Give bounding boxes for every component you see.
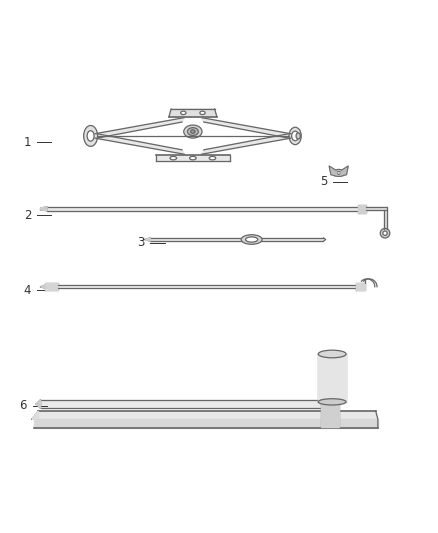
Ellipse shape <box>181 111 186 115</box>
Ellipse shape <box>241 235 262 244</box>
Polygon shape <box>201 118 291 138</box>
Polygon shape <box>36 400 41 408</box>
Polygon shape <box>58 285 356 288</box>
Polygon shape <box>169 109 217 117</box>
Polygon shape <box>358 205 366 213</box>
Polygon shape <box>340 166 348 176</box>
Polygon shape <box>318 354 346 402</box>
Ellipse shape <box>318 399 346 405</box>
Ellipse shape <box>191 130 195 133</box>
Ellipse shape <box>336 172 341 174</box>
Polygon shape <box>95 134 184 154</box>
Text: 2: 2 <box>24 208 31 222</box>
Ellipse shape <box>332 169 345 176</box>
Polygon shape <box>356 284 365 290</box>
Ellipse shape <box>246 237 258 242</box>
Ellipse shape <box>190 156 196 160</box>
Ellipse shape <box>318 350 346 358</box>
Polygon shape <box>201 134 291 154</box>
Polygon shape <box>366 207 387 211</box>
Polygon shape <box>41 285 45 288</box>
Ellipse shape <box>289 127 301 144</box>
Polygon shape <box>95 118 184 138</box>
Ellipse shape <box>184 125 202 138</box>
Text: 5: 5 <box>320 175 327 188</box>
Ellipse shape <box>170 156 177 160</box>
Polygon shape <box>32 411 39 419</box>
Polygon shape <box>329 166 337 176</box>
Ellipse shape <box>84 125 98 147</box>
Polygon shape <box>47 207 358 211</box>
Ellipse shape <box>380 229 390 238</box>
Ellipse shape <box>383 231 387 236</box>
Polygon shape <box>156 155 230 161</box>
Polygon shape <box>41 207 47 211</box>
Polygon shape <box>34 411 378 427</box>
Ellipse shape <box>187 128 198 135</box>
Polygon shape <box>321 400 339 426</box>
Polygon shape <box>45 284 58 290</box>
Ellipse shape <box>209 156 216 160</box>
Text: 6: 6 <box>19 399 27 412</box>
Text: 4: 4 <box>24 284 31 297</box>
Polygon shape <box>145 238 150 241</box>
Ellipse shape <box>200 111 205 115</box>
Ellipse shape <box>87 131 94 141</box>
Ellipse shape <box>296 133 300 139</box>
Polygon shape <box>150 238 323 241</box>
Polygon shape <box>34 419 378 427</box>
Polygon shape <box>384 207 387 229</box>
Ellipse shape <box>292 131 299 141</box>
Text: 3: 3 <box>137 236 145 249</box>
Polygon shape <box>41 400 321 408</box>
Text: 1: 1 <box>24 136 31 149</box>
